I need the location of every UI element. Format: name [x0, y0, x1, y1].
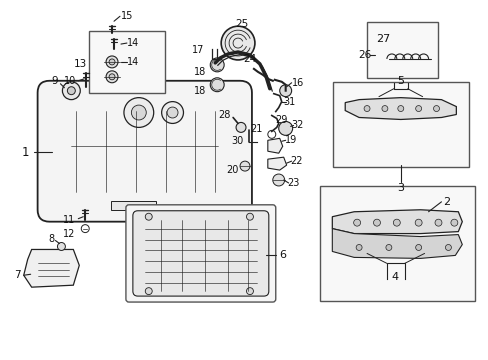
Text: 7: 7 [15, 270, 21, 280]
Circle shape [450, 219, 457, 226]
Text: 32: 32 [291, 121, 303, 130]
Text: 10: 10 [64, 76, 76, 86]
Circle shape [385, 244, 391, 251]
Circle shape [106, 71, 118, 83]
Circle shape [415, 244, 421, 251]
Circle shape [131, 105, 146, 120]
Text: 13: 13 [74, 59, 87, 69]
Text: 6: 6 [279, 251, 285, 260]
Circle shape [57, 243, 65, 251]
Text: 8: 8 [48, 234, 55, 244]
Text: 25: 25 [235, 19, 248, 29]
Circle shape [109, 74, 115, 80]
Text: 24: 24 [243, 54, 256, 64]
Circle shape [162, 102, 183, 123]
Circle shape [397, 105, 403, 112]
Circle shape [415, 105, 421, 112]
FancyBboxPatch shape [38, 81, 251, 222]
Circle shape [272, 174, 284, 186]
Text: 15: 15 [121, 11, 133, 21]
Circle shape [434, 219, 441, 226]
Text: 12: 12 [63, 229, 75, 239]
Text: 31: 31 [283, 96, 295, 107]
Text: 3: 3 [396, 183, 404, 193]
Circle shape [353, 219, 360, 226]
Text: 20: 20 [225, 165, 238, 175]
Text: 11: 11 [63, 215, 75, 225]
Text: 4: 4 [390, 272, 398, 282]
Circle shape [278, 121, 292, 135]
FancyBboxPatch shape [126, 205, 275, 302]
Circle shape [381, 105, 387, 112]
Text: 9: 9 [51, 76, 58, 86]
Polygon shape [267, 157, 286, 170]
Polygon shape [332, 229, 461, 258]
Circle shape [392, 219, 400, 226]
Polygon shape [24, 249, 79, 287]
Circle shape [236, 122, 245, 132]
Polygon shape [267, 138, 282, 153]
Text: 16: 16 [291, 78, 303, 88]
FancyBboxPatch shape [366, 22, 438, 78]
Text: 18: 18 [194, 86, 206, 96]
Polygon shape [332, 210, 461, 234]
Circle shape [445, 244, 450, 251]
Circle shape [364, 105, 369, 112]
Text: 1: 1 [22, 146, 29, 159]
Circle shape [246, 213, 253, 220]
Text: 22: 22 [290, 156, 302, 166]
Circle shape [240, 161, 249, 171]
Circle shape [106, 56, 118, 68]
Bar [111, 201, 155, 210]
Circle shape [210, 58, 224, 72]
Text: 14: 14 [126, 57, 139, 67]
Circle shape [221, 26, 254, 60]
Circle shape [373, 219, 380, 226]
Text: 23: 23 [287, 178, 299, 188]
FancyBboxPatch shape [320, 186, 474, 301]
Text: 28: 28 [218, 109, 230, 120]
Circle shape [433, 105, 439, 112]
FancyBboxPatch shape [333, 82, 468, 167]
Circle shape [67, 87, 75, 95]
Circle shape [355, 244, 361, 251]
Text: 19: 19 [284, 135, 296, 145]
Circle shape [210, 78, 224, 92]
Text: 14: 14 [126, 38, 139, 48]
Circle shape [123, 98, 153, 127]
Circle shape [246, 288, 253, 294]
Circle shape [167, 107, 178, 118]
Text: 27: 27 [375, 34, 389, 44]
FancyBboxPatch shape [89, 31, 164, 93]
Text: 30: 30 [230, 136, 243, 146]
Circle shape [145, 288, 152, 294]
Circle shape [414, 219, 421, 226]
Circle shape [62, 82, 80, 100]
Text: 5: 5 [396, 76, 404, 86]
Text: 26: 26 [358, 50, 371, 60]
Text: 17: 17 [192, 45, 204, 55]
Circle shape [145, 213, 152, 220]
Circle shape [279, 85, 291, 96]
Text: 21: 21 [250, 125, 263, 134]
Circle shape [109, 59, 115, 65]
FancyBboxPatch shape [133, 211, 268, 296]
Text: 18: 18 [194, 67, 206, 77]
Text: 2: 2 [442, 197, 449, 207]
Text: 29: 29 [275, 116, 287, 126]
Polygon shape [345, 98, 455, 120]
